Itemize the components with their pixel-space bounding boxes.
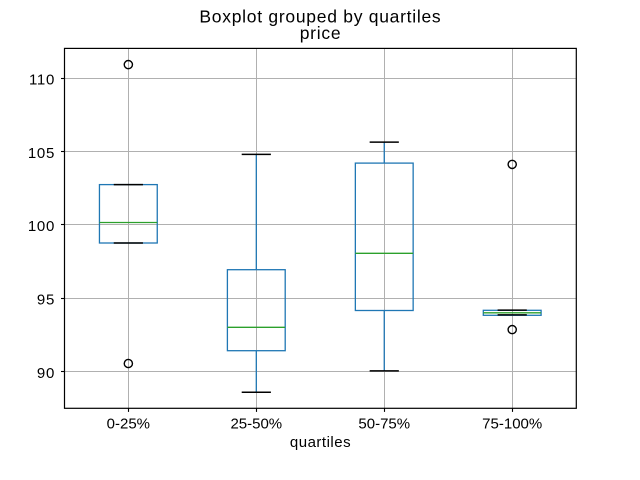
svg-text:quartiles: quartiles [290, 434, 351, 451]
svg-text:95: 95 [37, 292, 55, 309]
svg-text:100: 100 [28, 218, 55, 235]
svg-text:50-75%: 50-75% [358, 416, 410, 433]
svg-text:90: 90 [37, 365, 55, 382]
svg-text:75-100%: 75-100% [482, 416, 542, 433]
svg-text:price: price [300, 23, 342, 43]
svg-text:Boxplot grouped by quartiles: Boxplot grouped by quartiles [199, 6, 441, 26]
svg-text:105: 105 [28, 145, 55, 162]
svg-text:110: 110 [29, 72, 55, 89]
svg-text:0-25%: 0-25% [107, 416, 150, 433]
svg-text:25-50%: 25-50% [230, 416, 282, 433]
